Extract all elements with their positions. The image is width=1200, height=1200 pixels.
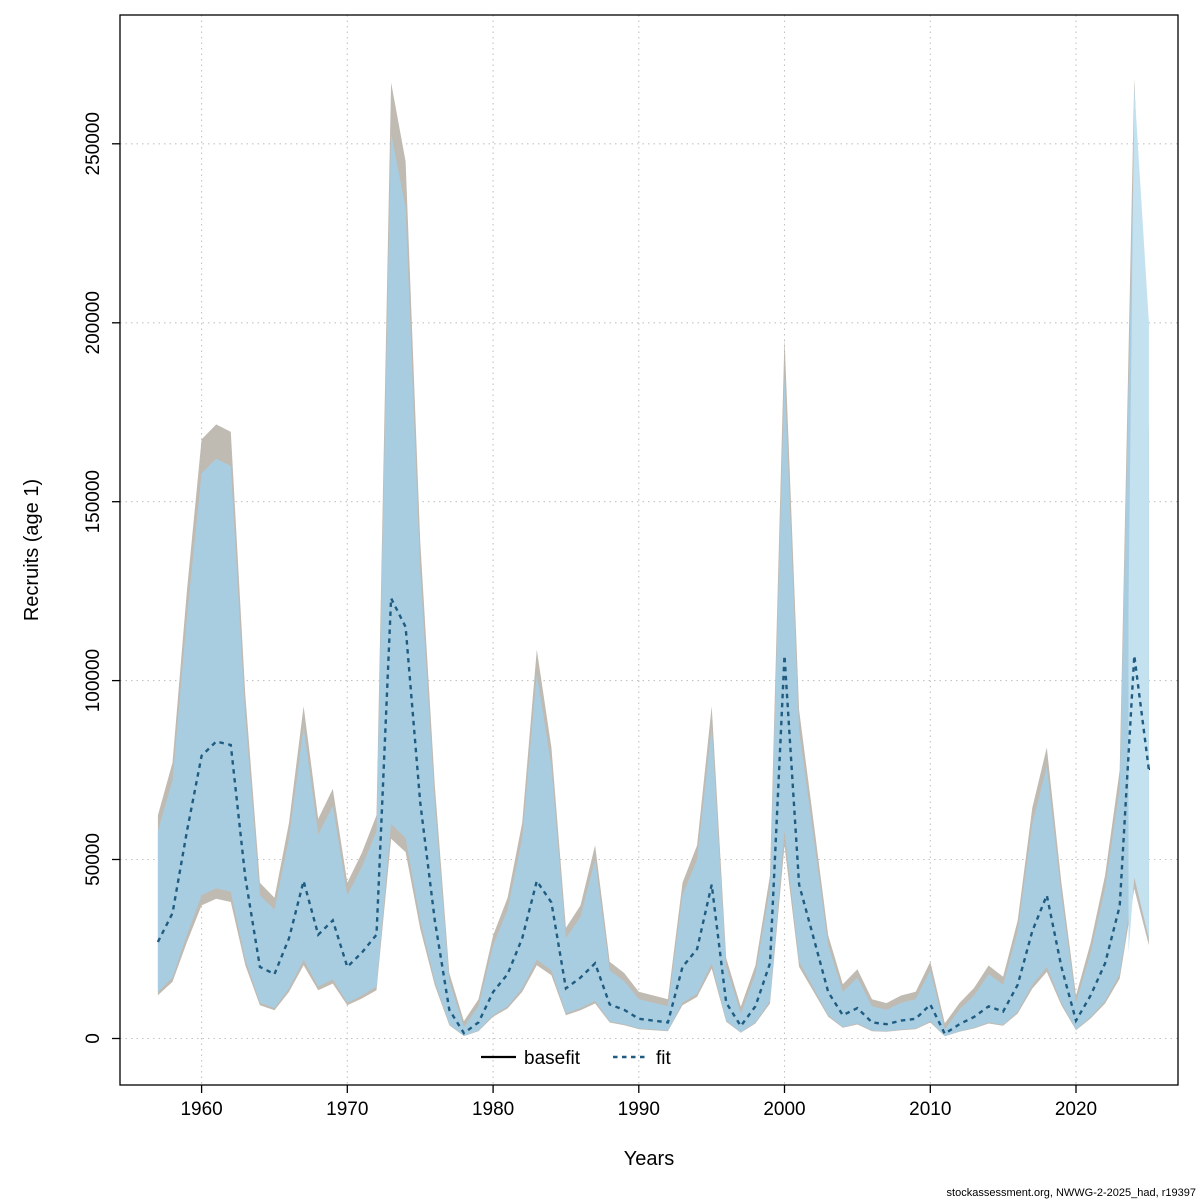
footer-attribution: stockassessment.org, NWWG-2-2025_had, r1… [947,1187,1196,1199]
forecast-confidence-band [1128,86,1149,953]
x-tick-label: 2020 [1055,1099,1097,1120]
y-tick-label: 200000 [83,291,104,354]
fit-confidence-band [157,129,1149,1037]
x-tick-label: 1990 [618,1099,660,1120]
y-tick-label: 100000 [83,649,104,712]
x-tick-label: 2010 [909,1099,951,1120]
x-tick-label: 1960 [180,1099,222,1120]
plot-layers: 1960 1970 1980 1990 2000 2010 2020 0 50000 100000… [83,14,1179,1120]
legend-basefit-label: basefit [524,1048,581,1069]
x-tick-label: 2000 [763,1099,805,1120]
y-tick-label: 0 [83,1033,104,1044]
legend: basefit fit [481,1048,672,1069]
x-axis-title: Years [624,1148,674,1170]
y-tick-label: 250000 [83,112,104,175]
plot-border [119,14,1179,1086]
legend-fit-label: fit [656,1048,672,1069]
y-tick-label: 50000 [83,833,104,886]
x-tick-label: 1970 [326,1099,368,1120]
x-tick-label: 1980 [472,1099,514,1120]
y-axis-title: Recruits (age 1) [21,479,43,621]
y-tick-label: 150000 [83,470,104,533]
